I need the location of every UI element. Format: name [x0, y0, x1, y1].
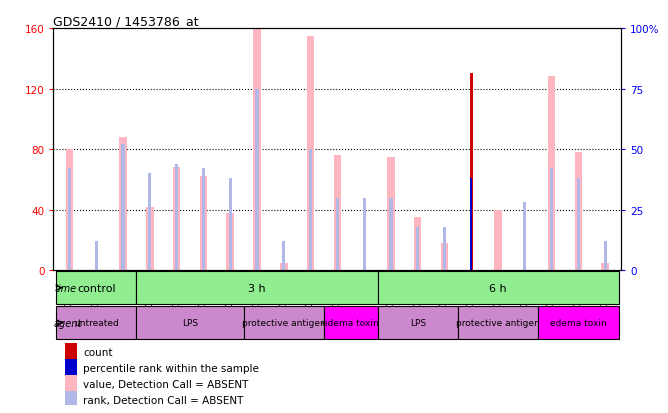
- Bar: [363, 198, 365, 271]
- Bar: [336, 198, 339, 271]
- Bar: [253, 29, 261, 271]
- Text: protective antigen: protective antigen: [456, 318, 540, 328]
- Bar: [523, 203, 526, 271]
- Bar: [146, 207, 154, 271]
- Bar: [387, 157, 395, 271]
- Bar: [202, 169, 205, 271]
- Bar: [414, 218, 422, 271]
- Text: rank, Detection Call = ABSENT: rank, Detection Call = ABSENT: [83, 395, 243, 405]
- Bar: [148, 174, 152, 271]
- Bar: [282, 242, 285, 271]
- Text: 3 h: 3 h: [248, 283, 266, 293]
- Bar: [56, 271, 136, 305]
- Bar: [333, 156, 341, 271]
- Bar: [200, 177, 207, 271]
- Bar: [416, 227, 420, 271]
- Bar: [255, 89, 259, 271]
- Bar: [538, 306, 619, 339]
- Text: agent: agent: [54, 318, 82, 328]
- Text: 6 h: 6 h: [489, 283, 507, 293]
- Bar: [136, 306, 244, 339]
- Bar: [441, 243, 448, 271]
- Text: untreated: untreated: [74, 318, 119, 328]
- Bar: [95, 242, 98, 271]
- Bar: [307, 36, 315, 271]
- Bar: [443, 227, 446, 271]
- Bar: [601, 263, 609, 271]
- Bar: [389, 198, 393, 271]
- Bar: [65, 343, 77, 361]
- Text: edema toxin: edema toxin: [323, 318, 379, 328]
- Bar: [120, 138, 127, 271]
- Bar: [65, 375, 77, 393]
- Text: edema toxin: edema toxin: [550, 318, 607, 328]
- Bar: [377, 306, 458, 339]
- Bar: [309, 150, 312, 271]
- Bar: [470, 179, 473, 271]
- Text: LPS: LPS: [409, 318, 426, 328]
- Bar: [244, 306, 324, 339]
- Text: percentile rank within the sample: percentile rank within the sample: [83, 363, 259, 373]
- Text: count: count: [83, 347, 112, 357]
- Bar: [494, 210, 502, 271]
- Bar: [173, 168, 180, 271]
- Text: protective antigen: protective antigen: [242, 318, 325, 328]
- Bar: [470, 179, 472, 271]
- Bar: [458, 306, 538, 339]
- Bar: [68, 169, 71, 271]
- Bar: [226, 213, 234, 271]
- Bar: [136, 271, 377, 305]
- Text: GDS2410 / 1453786_at: GDS2410 / 1453786_at: [53, 15, 199, 28]
- Bar: [604, 242, 607, 271]
- Bar: [548, 77, 555, 271]
- Text: time: time: [54, 283, 76, 293]
- Bar: [122, 145, 125, 271]
- Bar: [470, 74, 473, 271]
- Bar: [175, 164, 178, 271]
- Bar: [377, 271, 619, 305]
- Text: value, Detection Call = ABSENT: value, Detection Call = ABSENT: [83, 379, 248, 389]
- Bar: [65, 391, 77, 409]
- Bar: [56, 306, 136, 339]
- Bar: [280, 263, 287, 271]
- Bar: [65, 150, 73, 271]
- Bar: [574, 153, 582, 271]
- Text: LPS: LPS: [182, 318, 198, 328]
- Bar: [324, 306, 377, 339]
- Bar: [65, 359, 77, 377]
- Bar: [550, 169, 553, 271]
- Bar: [576, 179, 580, 271]
- Text: control: control: [77, 283, 116, 293]
- Bar: [228, 179, 232, 271]
